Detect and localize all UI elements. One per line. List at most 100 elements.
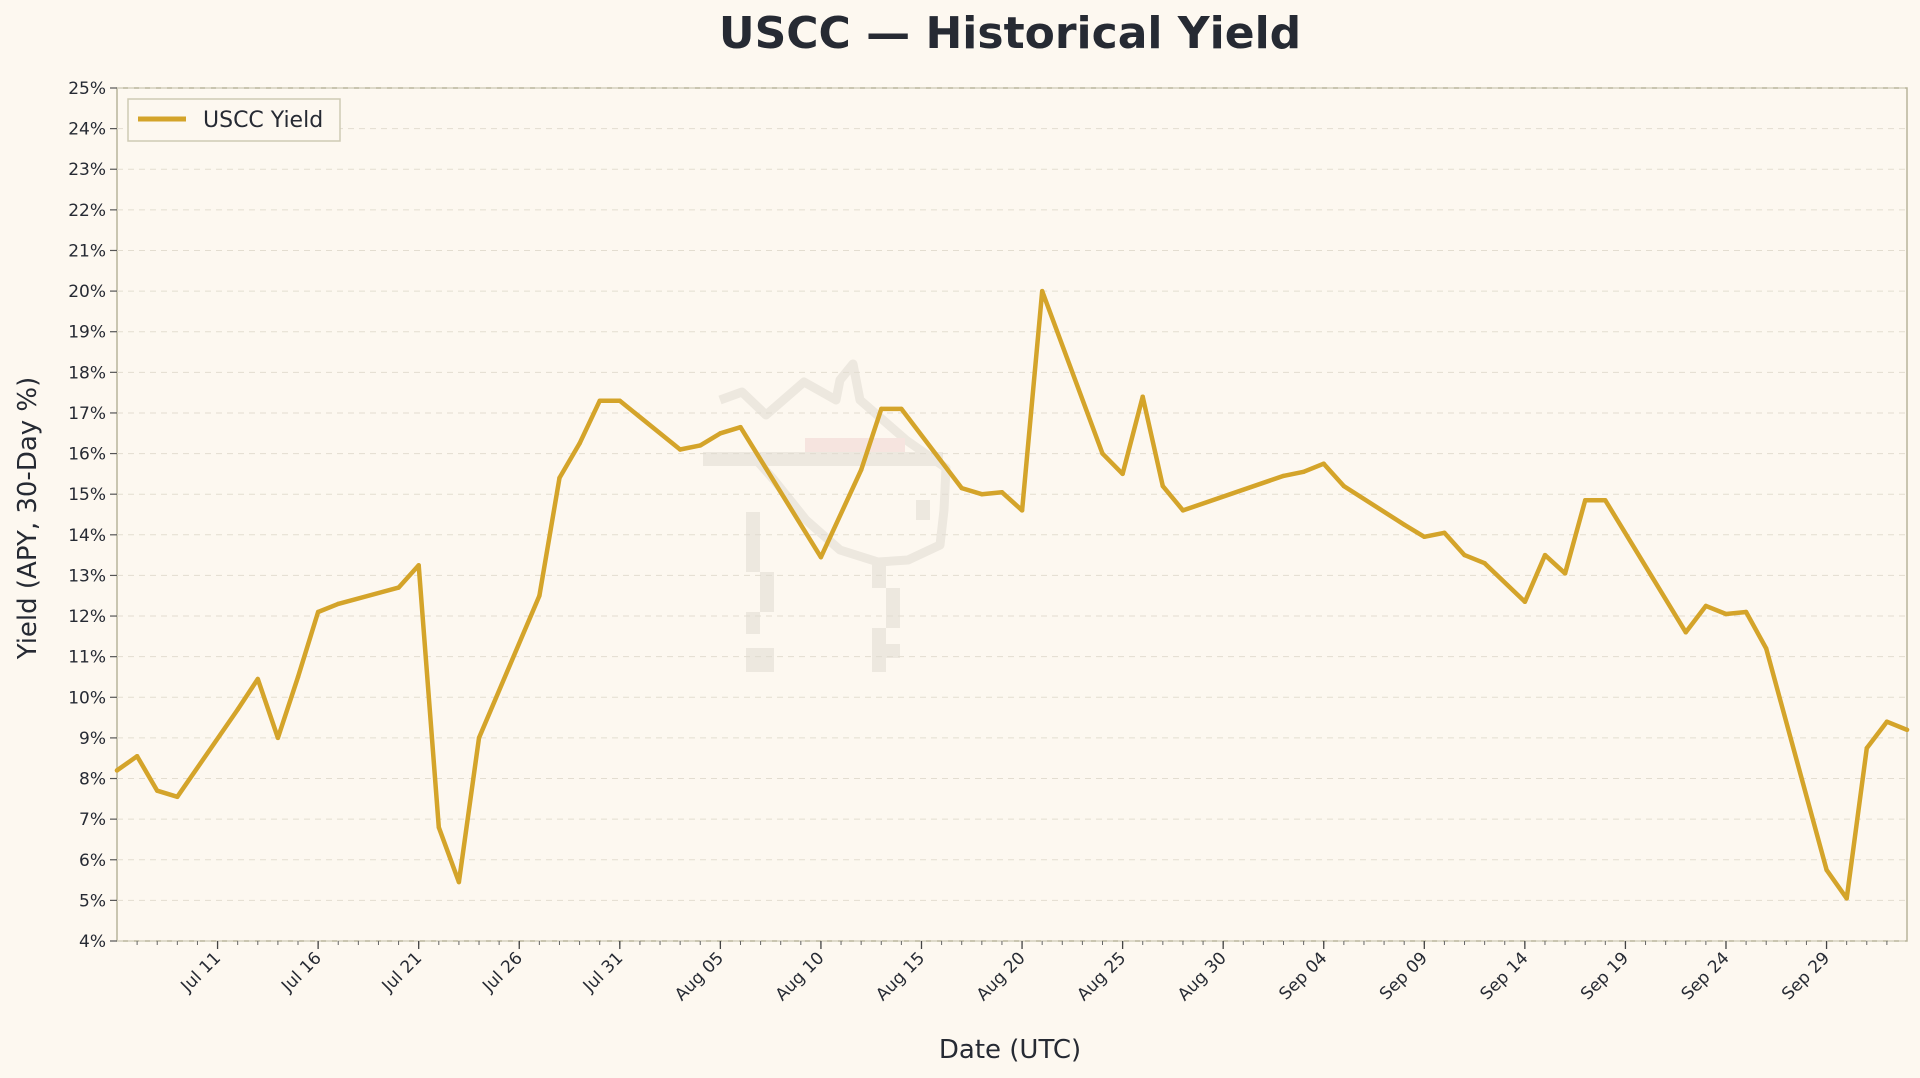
- data-point: [1482, 561, 1487, 566]
- x-tick-label: Aug 25: [1073, 948, 1130, 1005]
- data-point: [979, 491, 985, 497]
- data-point: [1301, 469, 1306, 475]
- x-tick-label: Jul 11: [177, 948, 225, 996]
- data-point: [1824, 867, 1829, 873]
- x-tick-label: Sep 24: [1678, 948, 1734, 1004]
- y-tick-label: 25%: [68, 79, 106, 99]
- x-tick-label: Jul 16: [277, 948, 325, 996]
- y-tick-label: 8%: [79, 770, 106, 790]
- x-tick-label: Sep 14: [1476, 948, 1532, 1004]
- data-point: [1703, 603, 1709, 609]
- data-point: [1341, 483, 1347, 489]
- watermark-logo: [703, 359, 951, 672]
- data-point: [416, 563, 421, 568]
- data-point: [1422, 534, 1427, 540]
- data-point: [1160, 483, 1166, 489]
- y-tick-label: 6%: [79, 851, 106, 871]
- x-tick-label: Sep 29: [1778, 948, 1834, 1004]
- data-point: [959, 485, 964, 491]
- data-point: [1120, 471, 1125, 477]
- data-point: [1583, 498, 1588, 503]
- data-point: [255, 676, 260, 682]
- y-tick-label: 14%: [68, 526, 106, 546]
- y-tick-label: 12%: [68, 607, 106, 627]
- data-point: [315, 609, 321, 615]
- data-point: [1904, 727, 1910, 732]
- data-point: [577, 441, 582, 446]
- data-point: [1542, 552, 1548, 558]
- data-point: [999, 489, 1005, 495]
- y-tick-label: 16%: [68, 445, 106, 465]
- data-point: [175, 794, 180, 800]
- x-tick-label: Sep 19: [1577, 948, 1633, 1004]
- data-point: [275, 735, 281, 741]
- data-point: [1864, 745, 1869, 751]
- data-point: [456, 879, 462, 885]
- data-point: [1019, 508, 1025, 513]
- y-tick-label: 5%: [79, 891, 106, 911]
- series-layer: [114, 288, 1910, 901]
- x-tick-label: Jul 26: [478, 948, 526, 996]
- data-point: [1884, 719, 1890, 724]
- data-point: [336, 601, 341, 607]
- plot-area: [116, 87, 1908, 942]
- data-point: [1603, 498, 1608, 503]
- data-point: [396, 585, 401, 590]
- y-tick-label: 19%: [68, 323, 106, 343]
- data-point: [1764, 646, 1769, 651]
- y-axis: 4% 5% 6% 7% 8% 9% 10% 11% 12% 13% 14% 15% 16% 17% 18% 1…: [68, 79, 117, 952]
- x-axis: Jul 11 Jul 16 Jul 21 Jul 26 Jul 31 Aug 05 Aug …: [136, 941, 1888, 1005]
- x-axis-label: Date (UTC): [939, 1035, 1081, 1065]
- data-point: [1723, 611, 1729, 617]
- legend-label-uscc-yield: USCC Yield: [203, 108, 323, 133]
- data-point: [677, 447, 683, 452]
- data-point: [879, 406, 884, 412]
- data-point: [295, 674, 301, 680]
- data-point: [1683, 630, 1688, 635]
- legend: USCC Yield: [127, 98, 341, 142]
- y-tick-label: 18%: [68, 363, 106, 383]
- x-tick-label: Jul 31: [579, 948, 627, 996]
- data-point: [1100, 451, 1105, 456]
- data-point: [738, 424, 743, 430]
- y-tick-label: 17%: [68, 404, 106, 424]
- data-point: [155, 788, 160, 793]
- data-point: [537, 593, 542, 598]
- data-point: [476, 735, 482, 741]
- data-point: [1180, 508, 1186, 513]
- data-point: [597, 398, 602, 403]
- y-tick-label: 22%: [68, 201, 106, 221]
- data-point: [1462, 552, 1467, 558]
- data-point: [698, 443, 703, 448]
- y-axis-label: Yield (APY, 30-Day %): [13, 377, 43, 661]
- data-point: [818, 554, 824, 560]
- y-tick-label: 24%: [68, 120, 106, 140]
- data-point: [1281, 473, 1286, 479]
- x-tick-label: Sep 04: [1275, 948, 1331, 1004]
- x-tick-label: Aug 30: [1174, 948, 1231, 1005]
- data-point: [134, 753, 140, 759]
- y-tick-label: 15%: [68, 485, 106, 505]
- y-tick-label: 10%: [68, 688, 106, 708]
- data-point: [235, 707, 240, 712]
- y-tick-label: 20%: [68, 282, 106, 302]
- data-point: [1321, 461, 1326, 466]
- data-point: [114, 768, 120, 773]
- y-tick-label: 13%: [68, 566, 106, 586]
- x-tick-label: Aug 20: [973, 948, 1030, 1005]
- y-tick-label: 7%: [79, 810, 106, 830]
- data-point: [1140, 394, 1145, 399]
- y-tick-label: 9%: [79, 729, 106, 749]
- data-point: [899, 406, 904, 412]
- data-point: [1401, 522, 1407, 527]
- x-tick-label: Sep 09: [1376, 948, 1432, 1004]
- x-tick-label: Jul 21: [378, 948, 426, 996]
- y-tick-label: 21%: [68, 241, 106, 261]
- x-tick-label: Aug 10: [772, 948, 829, 1005]
- chart-title: USCC — Historical Yield: [719, 8, 1301, 59]
- data-point: [1743, 609, 1749, 615]
- data-point: [1039, 288, 1045, 294]
- x-tick-label: Aug 15: [872, 948, 929, 1005]
- data-point: [1562, 571, 1568, 576]
